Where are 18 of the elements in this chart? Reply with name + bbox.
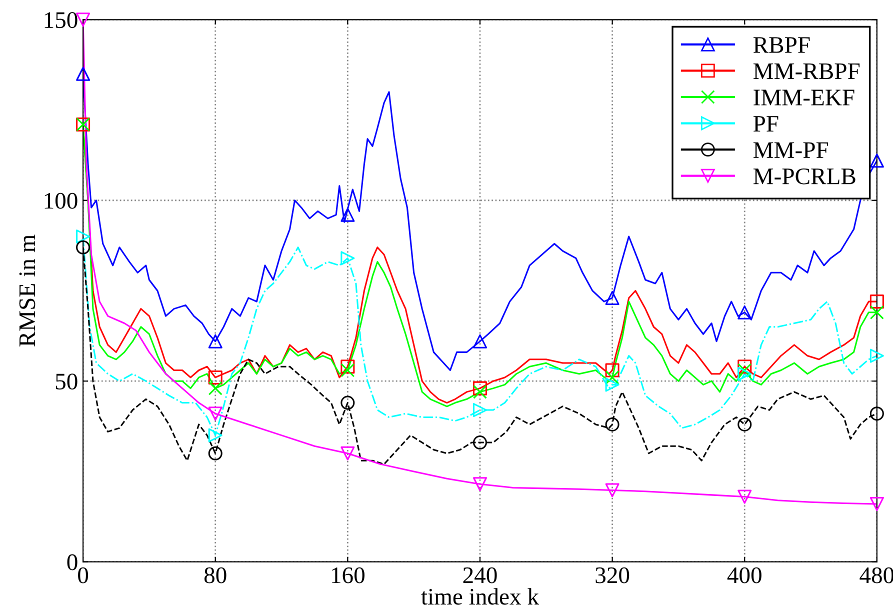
x-axis-title: time index k: [421, 588, 540, 605]
y-tick-label: 150: [44, 12, 78, 28]
legend-label: M-PCRLB: [753, 168, 856, 184]
legend-label: PF: [753, 116, 778, 132]
legend-label: RBPF: [753, 37, 810, 53]
legend-label: IMM-EKF: [754, 90, 854, 106]
x-tick-label: 400: [727, 567, 762, 584]
legend-label: MM-RBPF: [753, 64, 860, 80]
y-axis-title: RMSE in m: [19, 234, 36, 346]
y-tick-label: 100: [44, 192, 78, 209]
x-tick-label: 80: [204, 567, 226, 584]
x-tick-label: 0: [78, 567, 88, 584]
x-tick-label: 240: [463, 567, 497, 584]
y-tick-label: 50: [56, 374, 78, 390]
x-tick-label: 320: [596, 567, 630, 584]
y-tick-label: 0: [67, 554, 78, 570]
legend-label: MM-PF: [753, 142, 828, 158]
x-tick-label: 160: [332, 567, 364, 584]
